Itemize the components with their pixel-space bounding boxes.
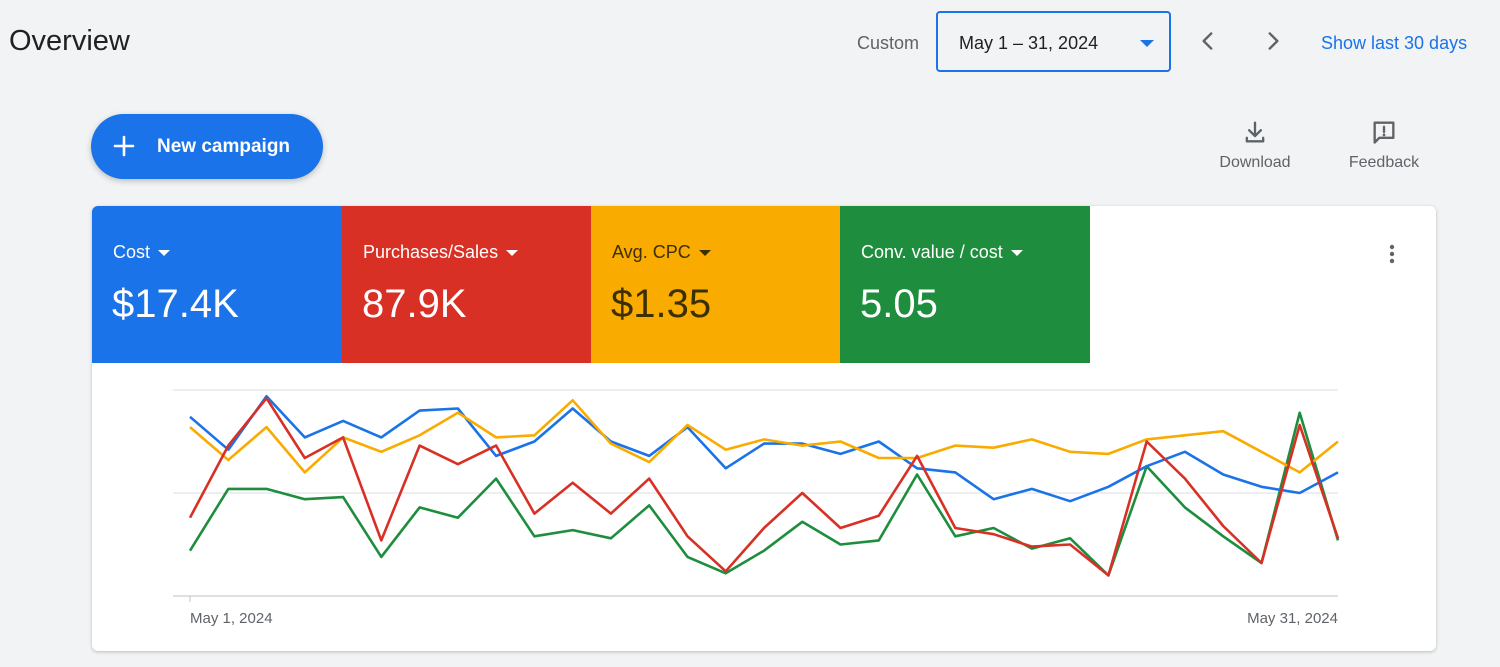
feedback-label: Feedback	[1348, 154, 1420, 171]
chart-gridlines	[173, 389, 1338, 602]
metric-conv-value-label: Conv. value / cost	[861, 242, 1003, 262]
metric-purchases-label: Purchases/Sales	[363, 242, 499, 262]
metric-cost-value: $17.4K	[112, 282, 239, 326]
new-campaign-button[interactable]: New campaign	[91, 114, 323, 179]
chart-series	[188, 394, 1340, 577]
line-chart: May 1, 2024 May 31, 2024	[173, 389, 1340, 627]
chevron-left-icon[interactable]	[1195, 28, 1221, 54]
metric-purchases-value: 87.9K	[362, 282, 467, 326]
date-range-select[interactable]: May 1 – 31, 2024	[936, 11, 1171, 72]
feedback-button[interactable]: Feedback	[1342, 118, 1426, 172]
chevron-right-icon[interactable]	[1260, 28, 1286, 54]
plus-icon	[113, 135, 135, 157]
page-title: Overview	[9, 25, 130, 57]
metric-cost-label: Cost	[113, 242, 151, 262]
feedback-icon	[1373, 121, 1395, 144]
custom-label: Custom	[857, 33, 920, 53]
metric-purchases-tile[interactable]: Purchases/Sales 87.9K	[342, 206, 592, 363]
dropdown-arrow-icon	[1140, 40, 1154, 47]
metric-cost-name: Cost	[113, 242, 171, 263]
metric-avg-cpc-label: Avg. CPC	[612, 242, 691, 262]
series-line-cost	[189, 394, 1339, 503]
dropdown-arrow-icon	[1010, 250, 1023, 257]
metric-conv-value-name: Conv. value / cost	[861, 242, 1023, 263]
metric-conv-value-tile[interactable]: Conv. value / cost 5.05	[840, 206, 1090, 363]
performance-card: Cost $17.4K Purchases/Sales 87.9K Avg. C…	[92, 206, 1436, 651]
dropdown-arrow-icon	[158, 250, 171, 257]
new-campaign-label: New campaign	[157, 136, 291, 157]
metric-avg-cpc-tile[interactable]: Avg. CPC $1.35	[591, 206, 841, 363]
download-label: Download	[1219, 154, 1291, 171]
metric-avg-cpc-value: $1.35	[611, 282, 712, 326]
metric-purchases-name: Purchases/Sales	[363, 242, 519, 263]
metric-avg-cpc-name: Avg. CPC	[612, 242, 711, 263]
dropdown-arrow-icon	[698, 250, 711, 257]
series-line-purchases-sales	[188, 396, 1340, 577]
download-button[interactable]: Download	[1214, 118, 1296, 172]
metric-cost-tile[interactable]: Cost $17.4K	[92, 206, 342, 363]
x-axis-start-label: May 1, 2024	[190, 610, 273, 627]
date-range-value: May 1 – 31, 2024	[959, 33, 1099, 53]
dropdown-arrow-icon	[506, 250, 519, 257]
metric-conv-value-value: 5.05	[860, 282, 938, 326]
show-last-30-days-link[interactable]: Show last 30 days	[1321, 33, 1468, 53]
download-icon	[1245, 121, 1265, 143]
more-options-icon[interactable]	[1380, 242, 1404, 266]
x-axis-end-label: May 31, 2024	[1247, 610, 1338, 627]
series-line-avg-cpc	[189, 398, 1339, 474]
